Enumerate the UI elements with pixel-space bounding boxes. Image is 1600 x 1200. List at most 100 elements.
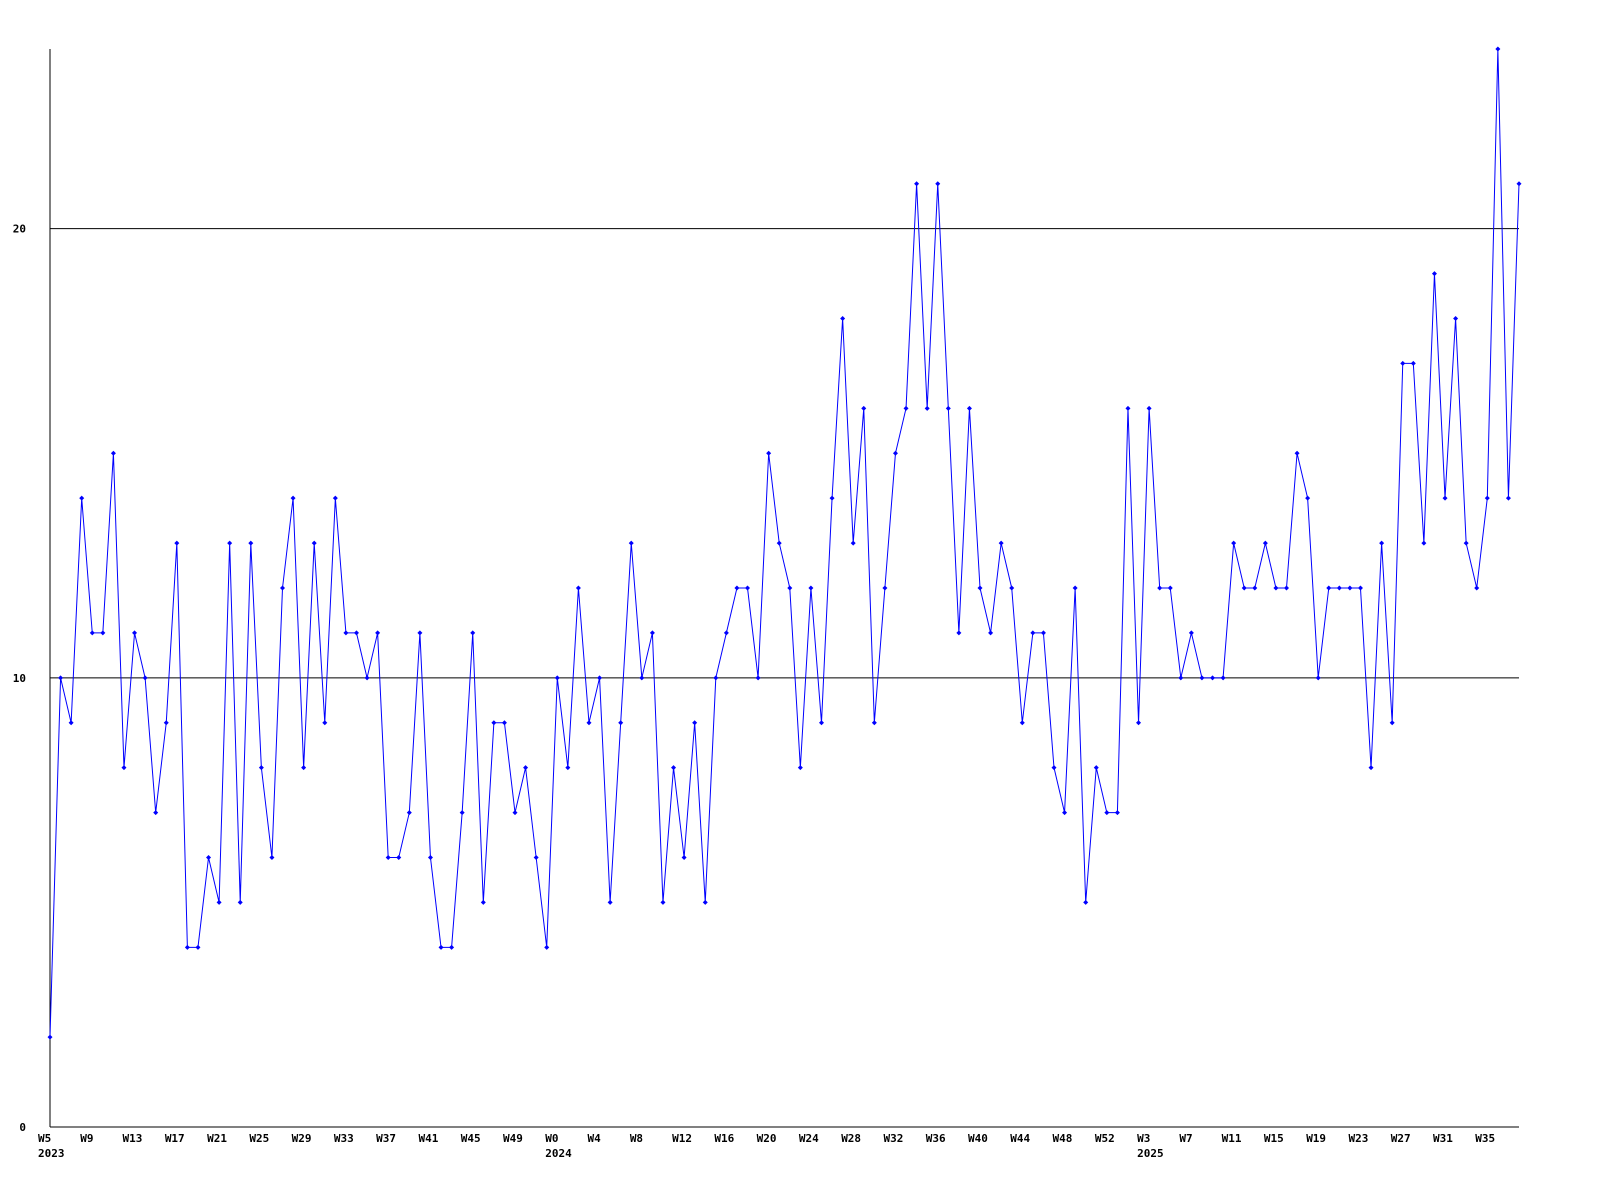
data-point — [808, 585, 814, 591]
x-tick-label: W19 — [1306, 1132, 1326, 1145]
x-tick-label: W31 — [1433, 1132, 1453, 1145]
data-point — [734, 585, 740, 591]
data-point — [237, 899, 243, 905]
data-point — [153, 810, 159, 816]
data-point — [1009, 585, 1015, 591]
data-point — [1146, 405, 1152, 411]
data-point — [512, 810, 518, 816]
x-tick-label: W20 — [757, 1132, 777, 1145]
data-point — [702, 899, 708, 905]
x-tick-label: W48 — [1053, 1132, 1073, 1145]
data-point — [671, 765, 677, 771]
data-point — [1421, 540, 1427, 546]
data-point — [871, 720, 877, 726]
data-point — [1093, 765, 1099, 771]
data-point — [491, 720, 497, 726]
data-point — [1347, 585, 1353, 591]
data-point — [1484, 495, 1490, 501]
x-tick-label: W37 — [376, 1132, 396, 1145]
data-point — [607, 899, 613, 905]
data-point — [1210, 675, 1216, 681]
data-point — [639, 675, 645, 681]
data-point — [375, 630, 381, 636]
data-point — [1220, 675, 1226, 681]
data-point — [977, 585, 983, 591]
data-point — [1062, 810, 1068, 816]
x-tick-label: W25 — [249, 1132, 269, 1145]
data-point — [1072, 585, 1078, 591]
data-point — [713, 675, 719, 681]
x-tick-label: W27 — [1391, 1132, 1411, 1145]
x-tick-label: W36 — [926, 1132, 946, 1145]
data-point — [1178, 675, 1184, 681]
data-point — [745, 585, 751, 591]
data-point — [332, 495, 338, 501]
data-point — [903, 405, 909, 411]
data-point — [1241, 585, 1247, 591]
data-point — [818, 720, 824, 726]
data-point — [840, 316, 846, 321]
x-tick-label: W49 — [503, 1132, 523, 1145]
data-point — [692, 720, 698, 726]
data-point — [1231, 540, 1237, 546]
data-point — [523, 765, 529, 771]
x-tick-label: W35 — [1475, 1132, 1495, 1145]
data-point — [575, 585, 581, 591]
data-point — [1051, 765, 1057, 771]
data-point — [829, 495, 835, 501]
data-point — [258, 765, 264, 771]
data-point — [417, 630, 423, 636]
data-point — [100, 630, 106, 636]
x-tick-label: W23 — [1348, 1132, 1368, 1145]
data-point — [322, 720, 328, 726]
data-point — [1273, 585, 1279, 591]
data-point — [998, 540, 1004, 546]
data-point — [470, 630, 476, 636]
data-point — [110, 450, 116, 456]
data-point — [385, 855, 391, 860]
data-point — [290, 495, 296, 501]
x-tick-label: W8 — [630, 1132, 643, 1145]
data-point — [163, 720, 169, 726]
x-tick-label: W29 — [292, 1132, 312, 1145]
data-point — [892, 450, 898, 456]
data-point — [216, 899, 222, 905]
data-point — [966, 405, 972, 411]
data-point — [649, 630, 655, 636]
data-point — [1516, 181, 1522, 187]
data-point — [1368, 765, 1374, 771]
x-tick-label: W52 — [1095, 1132, 1115, 1145]
data-point — [861, 405, 867, 411]
data-point — [132, 630, 138, 636]
x-tick-label: W45 — [461, 1132, 481, 1145]
data-point — [1336, 585, 1342, 591]
data-point — [1157, 585, 1163, 591]
x-tick-label: W44 — [1010, 1132, 1030, 1145]
data-point — [301, 765, 307, 771]
data-point — [1410, 360, 1416, 366]
data-point — [480, 899, 486, 905]
data-point — [58, 675, 64, 681]
x-tick-label: W33 — [334, 1132, 354, 1145]
data-point — [1125, 405, 1131, 411]
data-point — [406, 810, 412, 816]
data-point — [501, 720, 507, 726]
data-point — [68, 720, 74, 726]
data-point — [1136, 720, 1142, 726]
data-point — [184, 944, 190, 950]
data-point — [1294, 450, 1300, 456]
data-point — [1114, 810, 1120, 816]
data-point — [1199, 675, 1205, 681]
data-point — [1495, 46, 1501, 52]
data-point — [1463, 540, 1469, 546]
x-tick-label: W32 — [883, 1132, 903, 1145]
data-point — [628, 540, 634, 546]
data-point — [1400, 360, 1406, 366]
data-point — [597, 675, 603, 681]
data-point — [660, 899, 666, 905]
data-point — [945, 405, 951, 411]
series-line — [49, 48, 1520, 1038]
data-point — [1326, 585, 1332, 591]
data-point — [1442, 495, 1448, 501]
x-tick-label: W9 — [80, 1132, 93, 1145]
